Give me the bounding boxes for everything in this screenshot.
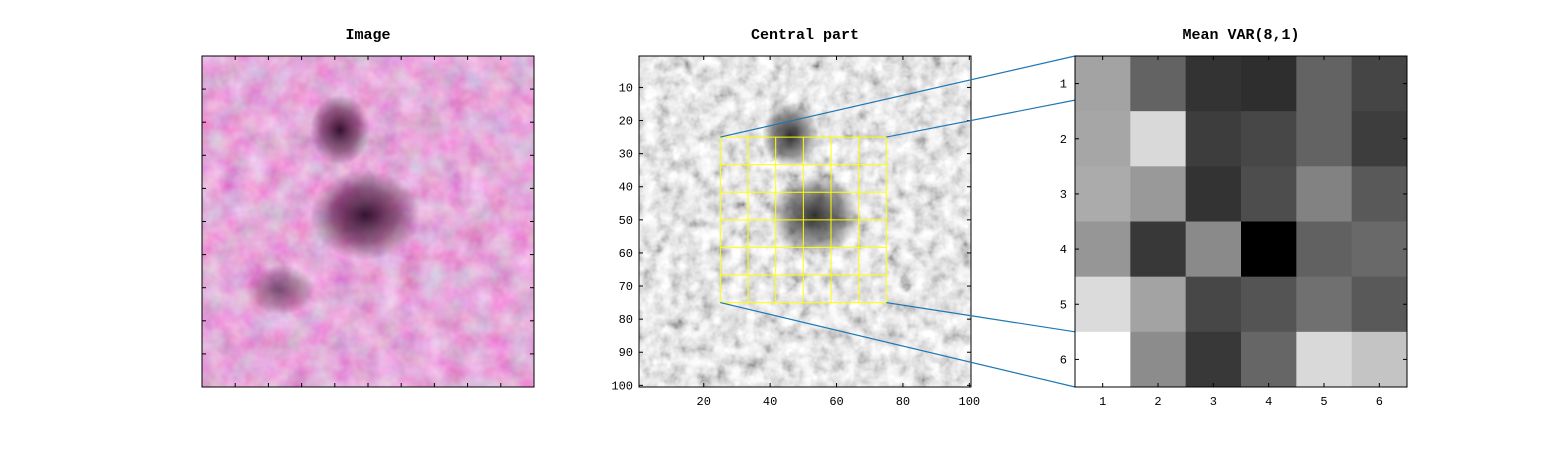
central-yellow-grid (719, 136, 887, 304)
heatmap-cell (1185, 56, 1242, 112)
heatmap-y-tick-label: 6 (1060, 353, 1067, 367)
heatmap-cell (1185, 111, 1242, 167)
connector-line (886, 99, 1076, 138)
central-x-tick-label: 40 (763, 395, 777, 409)
central-x-tick-label: 80 (896, 395, 910, 409)
connector-line (720, 55, 1076, 138)
image-panel (202, 56, 534, 387)
zoom-connectors (720, 55, 1076, 388)
connector-line (886, 302, 1076, 333)
heatmap-y-tick-label: 5 (1060, 298, 1067, 312)
central-y-tick-label: 20 (619, 115, 633, 129)
tissue-dark-region-2 (310, 95, 370, 165)
heatmap-cell (1296, 166, 1353, 222)
image-panel-title: Image (345, 27, 391, 44)
heatmap-cell (1241, 221, 1297, 278)
heatmap-cell (1130, 56, 1187, 112)
central-y-tick-label: 60 (619, 247, 633, 261)
heatmap-cell (1241, 331, 1297, 388)
central-y-tick-label: 30 (619, 148, 633, 162)
heatmap-cell (1185, 276, 1242, 333)
heatmap-cell (1351, 221, 1408, 278)
heatmap-cell (1241, 166, 1297, 222)
central-y-tick-label: 50 (619, 214, 633, 228)
tissue-dark-region-1 (310, 170, 420, 260)
heatmap-cell (1185, 166, 1242, 222)
heatmap-cell (1075, 276, 1131, 333)
gray-dark-region-1 (770, 175, 860, 255)
heatmap-cell (1351, 56, 1408, 112)
heatmap-x-tick-label: 1 (1099, 395, 1106, 409)
heatmap-cell (1130, 166, 1187, 222)
heatmap-cell (1185, 331, 1242, 388)
heatmap-y-tick-label: 3 (1060, 188, 1067, 202)
central-x-tick-label: 20 (697, 395, 711, 409)
heatmap-cell (1130, 221, 1187, 278)
heatmap-cell (1075, 111, 1131, 167)
central-y-tick-label: 80 (619, 313, 633, 327)
heatmap-cell (1351, 166, 1408, 222)
central-x-tick-label: 60 (829, 395, 843, 409)
central-y-tick-label: 10 (619, 81, 633, 95)
heatmap-cell (1241, 111, 1297, 167)
heatmap-cell (1075, 221, 1131, 278)
heatmap-x-tick-label: 2 (1154, 395, 1161, 409)
heatmap-y-tick-label: 4 (1060, 243, 1067, 257)
heatmap-cell (1296, 276, 1353, 333)
heatmap-x-tick-label: 3 (1210, 395, 1217, 409)
heatmap-cell (1075, 331, 1131, 388)
heatmap-cell (1130, 331, 1187, 388)
heatmap-cell (1130, 111, 1187, 167)
central-y-tick-label: 40 (619, 181, 633, 195)
heatmap-x-tick-label: 5 (1320, 395, 1327, 409)
heatmap-cell (1296, 56, 1353, 112)
heatmap-cell (1351, 111, 1408, 167)
heatmap-cell (1351, 331, 1408, 388)
central-panel-title: Central part (750, 27, 860, 44)
meanvar-panel-frame (1074, 55, 1408, 388)
heatmap-y-tick-label: 2 (1060, 133, 1067, 147)
central-panel-frame (638, 55, 972, 388)
central-y-tick-label: 70 (619, 280, 633, 294)
heatmap-cell (1241, 56, 1297, 112)
central-panel (639, 56, 971, 387)
tissue-dark-region-3 (245, 265, 315, 315)
heatmap-y-tick-label: 1 (1060, 78, 1067, 92)
connector-line (720, 302, 1076, 388)
heatmap-x-tick-label: 6 (1376, 395, 1383, 409)
central-x-tick-label: 100 (959, 395, 981, 409)
image-panel-ticks (202, 56, 534, 387)
central-y-tick-label: 100 (611, 379, 633, 393)
heatmap-cell (1296, 331, 1353, 388)
heatmap-cell (1075, 166, 1131, 222)
meanvar-panel-ticks: 1 2 3 4 5 6 1 2 3 4 5 6 (1060, 56, 1407, 409)
central-panel-ticks: 20 40 60 80 100 10 20 30 40 50 60 70 80 90 100 (611, 56, 980, 409)
heatmap-cell (1296, 221, 1353, 278)
heatmap-x-tick-label: 4 (1265, 395, 1272, 409)
heatmap-cell (1241, 276, 1297, 333)
heatmap-cell (1185, 221, 1242, 278)
heatmap-cell (1296, 111, 1353, 167)
meanvar-heatmap (1075, 56, 1408, 388)
meanvar-panel-title: Mean VAR(8,1) (1182, 27, 1300, 44)
heatmap-cell (1075, 56, 1131, 112)
heatmap-cell (1130, 276, 1187, 333)
heatmap-cell (1351, 276, 1408, 333)
gray-dark-region-2 (762, 103, 818, 167)
central-y-tick-label: 90 (619, 346, 633, 360)
